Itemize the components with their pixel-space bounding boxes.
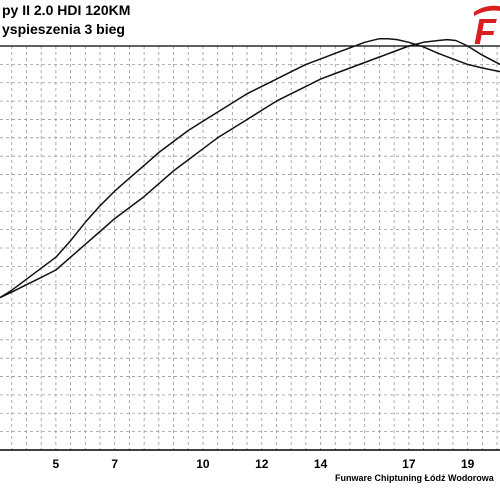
x-tick-label: 7	[111, 457, 118, 471]
x-axis-ticks: 5 7 10 12 14 17 19	[53, 457, 475, 471]
chart-title-line-2: yspieszenia 3 bieg	[2, 21, 125, 37]
series-line-2	[0, 38, 500, 299]
x-tick-label: 12	[255, 457, 269, 471]
chart-axes	[0, 45, 500, 451]
footer-credit: Funware Chiptuning Łódź Wodorowa	[335, 473, 494, 483]
chart-series	[0, 37, 500, 299]
x-tick-label: 19	[461, 457, 475, 471]
logo-swoosh	[474, 5, 500, 16]
chart-grid	[0, 45, 500, 451]
x-tick-label: 17	[402, 457, 416, 471]
x-tick-label: 5	[53, 457, 60, 471]
series-line-1	[0, 37, 500, 299]
chart-title-line-1: py II 2.0 HDI 120KM	[2, 2, 131, 18]
logo-letter: F	[474, 11, 497, 48]
x-tick-label: 14	[314, 457, 328, 471]
x-tick-label: 10	[196, 457, 210, 471]
funware-logo-icon: F	[474, 5, 500, 48]
